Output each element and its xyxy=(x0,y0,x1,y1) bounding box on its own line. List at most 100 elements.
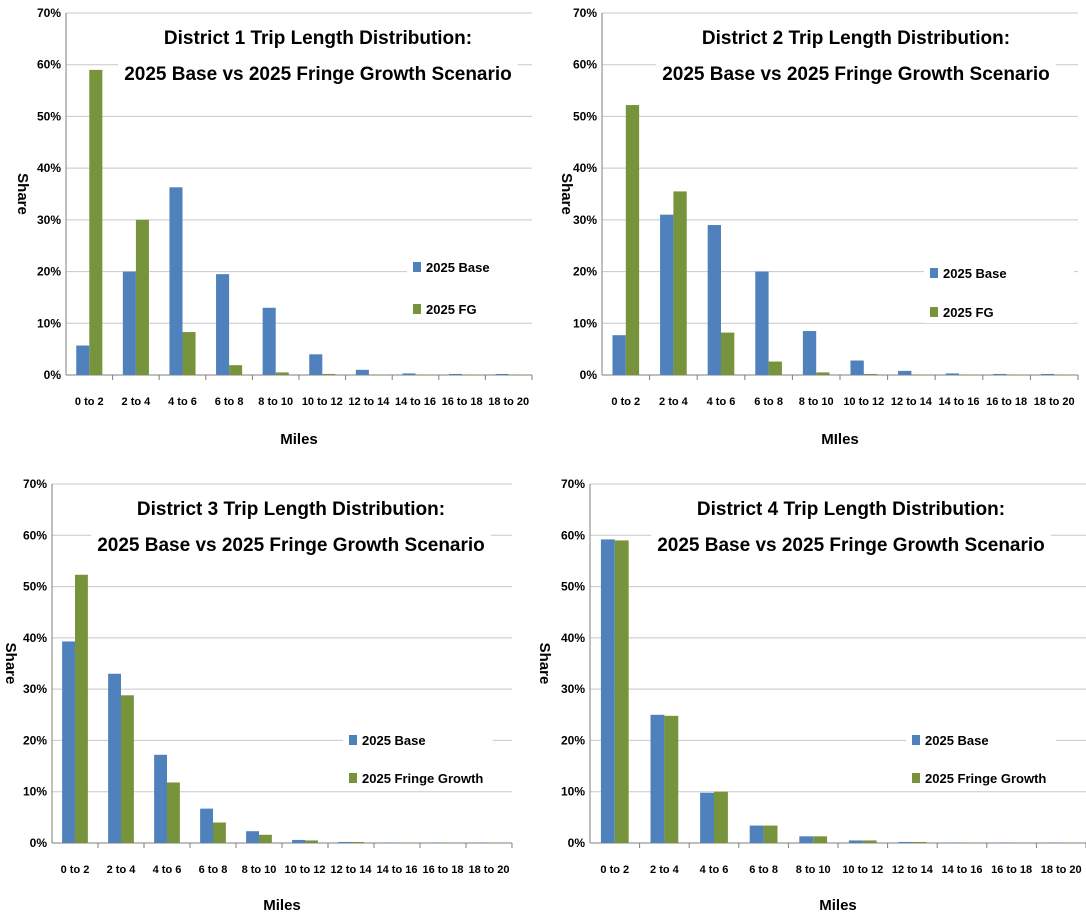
y-tick-label: 70% xyxy=(37,6,61,20)
title-bg xyxy=(690,498,1012,521)
bar-base xyxy=(948,842,962,843)
bar-fringe xyxy=(275,372,289,375)
chart-title: 2025 Base vs 2025 Fringe Growth Scenario xyxy=(662,64,1050,85)
bar-base xyxy=(154,754,167,843)
bar-fringe xyxy=(911,374,925,375)
legend-bg xyxy=(407,256,557,278)
legend-swatch xyxy=(930,268,938,278)
bar-base xyxy=(1040,373,1055,375)
bar-base xyxy=(200,808,213,843)
x-tick-label: 2 to 4 xyxy=(107,864,137,876)
bar-base xyxy=(850,360,864,375)
bar-base xyxy=(449,373,463,375)
title-bg xyxy=(130,498,452,521)
y-tick-label: 50% xyxy=(573,109,597,123)
bar-base xyxy=(309,354,323,375)
bar-fringe xyxy=(714,791,728,843)
x-tick-label: 0 to 2 xyxy=(75,396,104,408)
x-tick-label: 8 to 10 xyxy=(242,864,277,876)
x-tick-label: 6 to 8 xyxy=(749,864,778,876)
title-bg xyxy=(695,27,1017,50)
y-tick-label: 30% xyxy=(573,213,597,227)
x-axis-label: Miles xyxy=(819,897,857,914)
title-bg xyxy=(118,63,518,86)
bar-fringe xyxy=(816,372,830,375)
chart-title: 2025 Base vs 2025 Fringe Growth Scenario xyxy=(657,535,1045,556)
x-tick-label: 10 to 12 xyxy=(302,396,343,408)
x-tick-label: 18 to 20 xyxy=(1041,864,1082,876)
x-tick-label: 14 to 16 xyxy=(939,396,980,408)
bar-fringe xyxy=(614,540,629,843)
x-tick-label: 4 to 6 xyxy=(707,396,736,408)
x-tick-label: 4 to 6 xyxy=(700,864,729,876)
bar-fringe xyxy=(1006,374,1020,375)
x-tick-label: 18 to 20 xyxy=(1034,396,1075,408)
x-tick-label: 12 to 14 xyxy=(892,864,934,876)
bar-fringe xyxy=(1054,374,1068,375)
bar-fringe xyxy=(443,842,456,843)
y-tick-label: 10% xyxy=(37,316,61,330)
bar-fringe xyxy=(768,361,782,375)
bar-base xyxy=(108,673,121,843)
legend-bg xyxy=(906,729,1056,751)
bar-base xyxy=(945,373,959,375)
chart-panel: 0% 10% 20% 30% 40% 50% 60% 70% 0 to 2 2 to 4 4 to … xyxy=(14,6,557,448)
x-tick-label: 16 to 18 xyxy=(986,396,1027,408)
y-tick-label: 20% xyxy=(573,265,597,279)
title-bg xyxy=(656,63,1056,86)
y-tick-label: 40% xyxy=(573,161,597,175)
legend-swatch xyxy=(349,773,357,783)
bar-fringe xyxy=(89,69,103,375)
y-tick-label: 50% xyxy=(23,580,47,594)
x-axis-label: Miles xyxy=(280,431,318,448)
y-tick-label: 30% xyxy=(23,682,47,696)
bar-base xyxy=(898,841,913,843)
bar-fringe xyxy=(1011,842,1026,843)
x-tick-label: 2 to 4 xyxy=(659,396,689,408)
x-tick-label: 0 to 2 xyxy=(61,864,90,876)
x-tick-label: 14 to 16 xyxy=(395,396,436,408)
bar-base xyxy=(1047,842,1062,843)
bar-base xyxy=(355,369,369,375)
y-tick-label: 70% xyxy=(573,6,597,20)
bar-base xyxy=(62,641,75,843)
legend-label: 2025 Base xyxy=(426,260,490,275)
y-tick-label: 60% xyxy=(573,58,597,72)
bar-base xyxy=(650,714,665,843)
bar-fringe xyxy=(1061,842,1076,843)
bar-base xyxy=(848,840,863,843)
x-tick-label: 18 to 20 xyxy=(469,864,510,876)
bar-base xyxy=(660,214,674,375)
bar-fringe xyxy=(862,840,877,843)
y-axis-label: Share xyxy=(558,173,575,215)
y-tick-label: 50% xyxy=(561,580,585,594)
bar-fringe xyxy=(673,191,687,375)
y-axis-label: Share xyxy=(14,173,31,215)
legend-swatch xyxy=(930,307,938,317)
y-tick-label: 40% xyxy=(37,161,61,175)
y-tick-label: 0% xyxy=(44,368,62,382)
chart-title: District 4 Trip Length Distribution: xyxy=(697,499,1005,520)
bar-base xyxy=(802,331,817,375)
x-tick-label: 0 to 2 xyxy=(600,864,629,876)
title-bg xyxy=(91,534,491,557)
title-bg xyxy=(157,27,479,50)
bar-fringe xyxy=(182,332,196,375)
bar-fringe xyxy=(167,782,180,843)
legend-swatch xyxy=(912,773,920,783)
y-tick-label: 0% xyxy=(580,368,598,382)
x-tick-label: 16 to 18 xyxy=(423,864,464,876)
legend-bg xyxy=(407,298,557,320)
bar-base xyxy=(600,539,615,843)
bar-base xyxy=(799,836,814,843)
bar-base xyxy=(76,345,90,375)
bar-fringe xyxy=(462,374,476,375)
bar-base xyxy=(707,225,721,375)
bar-base xyxy=(384,842,397,843)
bar-base xyxy=(402,373,416,375)
y-tick-label: 60% xyxy=(23,528,47,542)
legend-bg xyxy=(343,767,493,789)
x-axis-label: MIles xyxy=(821,431,859,448)
chart-title: District 3 Trip Length Distribution: xyxy=(137,499,445,520)
legend-swatch xyxy=(349,735,357,745)
